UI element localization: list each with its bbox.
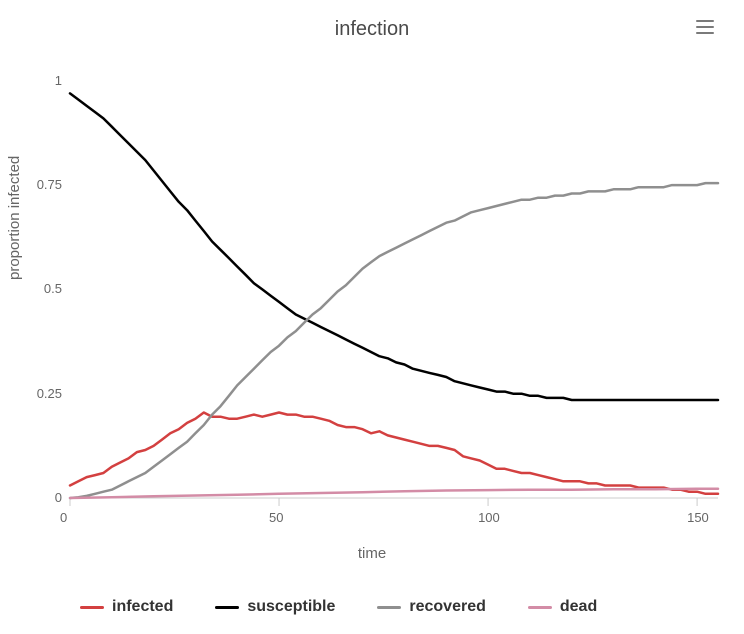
legend-item-dead[interactable]: dead: [528, 598, 597, 616]
legend-swatch-icon: [215, 606, 239, 609]
plot-svg: [70, 60, 718, 498]
legend-swatch-icon: [377, 606, 401, 609]
legend-swatch-icon: [80, 606, 104, 609]
x-tick-label: 0: [60, 510, 100, 525]
hamburger-menu-icon[interactable]: [696, 20, 714, 34]
chart-title: infection: [0, 18, 744, 41]
x-axis-label: time: [0, 545, 744, 562]
x-tick-label: 100: [478, 510, 518, 525]
legend-item-susceptible[interactable]: susceptible: [215, 598, 335, 616]
y-tick-label: 0.5: [44, 281, 62, 296]
x-tick-label: 50: [269, 510, 309, 525]
series-infected[interactable]: [70, 413, 718, 494]
series-susceptible[interactable]: [70, 93, 718, 400]
legend-label: dead: [560, 598, 597, 616]
series-recovered[interactable]: [70, 183, 718, 498]
y-axis-label: proportion infected: [6, 156, 23, 280]
series-dead[interactable]: [70, 489, 718, 498]
legend-label: susceptible: [247, 598, 335, 616]
x-tick-label: 150: [687, 510, 727, 525]
legend-label: infected: [112, 598, 173, 616]
plot-area[interactable]: [70, 60, 718, 498]
legend: infected susceptible recovered dead: [80, 598, 714, 620]
y-tick-label: 0.25: [37, 386, 62, 401]
legend-swatch-icon: [528, 606, 552, 609]
legend-label: recovered: [409, 598, 486, 616]
chart-container: infection proportion infected 0 50 100 150 0…: [0, 0, 744, 634]
y-tick-label: 0.75: [37, 177, 62, 192]
y-tick-label: 0: [55, 490, 62, 505]
y-tick-label: 1: [55, 73, 62, 88]
legend-item-infected[interactable]: infected: [80, 598, 173, 616]
legend-item-recovered[interactable]: recovered: [377, 598, 486, 616]
